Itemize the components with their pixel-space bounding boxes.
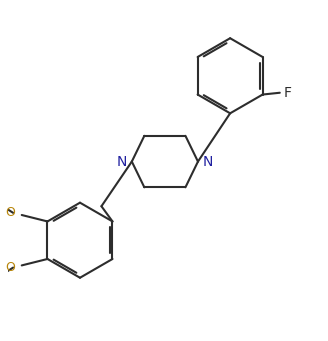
Text: F: F — [284, 86, 292, 100]
Text: O: O — [6, 261, 15, 274]
Text: O: O — [6, 206, 15, 219]
Text: N: N — [117, 154, 127, 168]
Text: N: N — [203, 154, 213, 168]
